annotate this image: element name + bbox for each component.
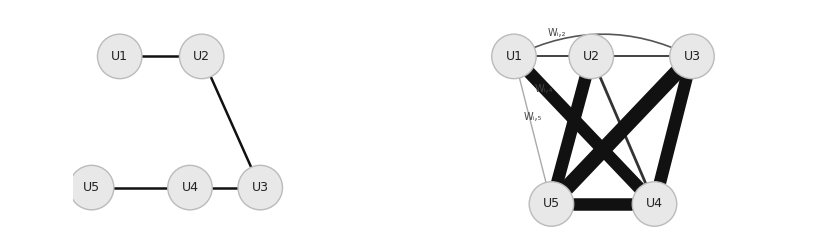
Circle shape bbox=[238, 165, 282, 210]
Circle shape bbox=[569, 34, 614, 79]
Text: U2: U2 bbox=[583, 50, 600, 63]
Text: U1: U1 bbox=[506, 50, 523, 63]
Circle shape bbox=[97, 34, 142, 79]
Text: Wᵢ,₂: Wᵢ,₂ bbox=[548, 28, 567, 38]
Text: U1: U1 bbox=[112, 50, 128, 63]
Circle shape bbox=[670, 34, 714, 79]
Text: U2: U2 bbox=[193, 50, 210, 63]
Circle shape bbox=[179, 34, 224, 79]
Circle shape bbox=[168, 165, 212, 210]
Circle shape bbox=[491, 34, 536, 79]
Text: Wᵢ,₅: Wᵢ,₅ bbox=[524, 112, 542, 122]
Text: U3: U3 bbox=[683, 50, 700, 63]
Text: U4: U4 bbox=[646, 197, 663, 211]
Text: U5: U5 bbox=[543, 197, 560, 211]
Text: U5: U5 bbox=[83, 181, 100, 194]
Text: U4: U4 bbox=[182, 181, 198, 194]
Circle shape bbox=[69, 165, 114, 210]
Text: Wᵢ,₄: Wᵢ,₄ bbox=[535, 84, 553, 94]
Circle shape bbox=[632, 182, 676, 226]
Circle shape bbox=[529, 182, 574, 226]
Text: U3: U3 bbox=[252, 181, 268, 194]
